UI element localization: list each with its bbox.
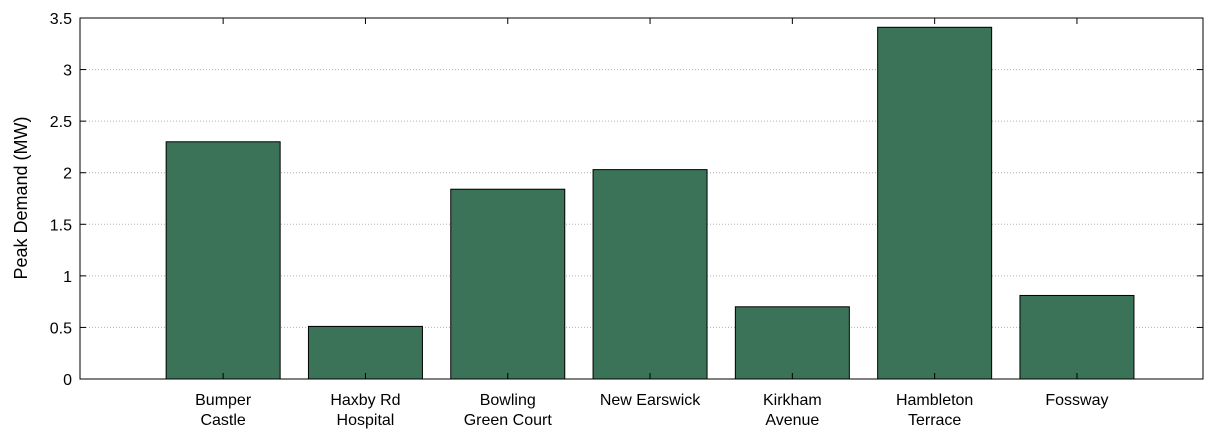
x-tick-label: Hambleton Terrace (896, 392, 973, 429)
bar (1020, 295, 1134, 379)
x-tick-label-line: New Earswick (600, 392, 701, 409)
bar (451, 189, 565, 379)
y-tick-label: 0.5 (50, 320, 72, 337)
y-axis-label: Peak Demand (MW) (11, 116, 31, 279)
x-tick-label: Bumper Castle (195, 392, 252, 429)
x-tick-label: Haxby Rd Hospital (330, 392, 400, 429)
x-tick-label: Fossway (1045, 392, 1108, 409)
x-tick-label-line: Castle (200, 412, 245, 429)
y-tick-label: 0 (63, 372, 72, 389)
y-tick-label: 2 (63, 166, 72, 183)
x-tick-label: Kirkham Avenue (763, 392, 822, 429)
y-axis-tick-labels: 0 0.5 1 1.5 2 2.5 3 3.5 (50, 11, 72, 389)
x-tick-label-line: Fossway (1045, 392, 1108, 409)
bar (166, 142, 280, 379)
y-tick-label: 1.5 (50, 217, 72, 234)
x-tick-label-line: Haxby Rd (330, 392, 400, 409)
x-tick-label-line: Bumper (195, 392, 252, 409)
x-tick-label-line: Green Court (464, 412, 553, 429)
x-tick-label-line: Avenue (765, 412, 819, 429)
bars (166, 27, 1134, 379)
bar (593, 170, 707, 379)
bar (308, 326, 422, 379)
x-tick-label-line: Terrace (908, 412, 961, 429)
x-tick-label: New Earswick (600, 392, 701, 409)
y-tick-label: 3 (63, 63, 72, 80)
x-tick-label-line: Kirkham (763, 392, 822, 409)
y-tick-label: 3.5 (50, 11, 72, 28)
x-tick-label-line: Hospital (337, 412, 395, 429)
y-tick-label: 1 (63, 269, 72, 286)
x-tick-label-line: Hambleton (896, 392, 973, 409)
x-tick-label: Bowling Green Court (464, 392, 553, 429)
y-tick-label: 2.5 (50, 114, 72, 131)
bar (735, 307, 849, 379)
x-tick-label-line: Bowling (480, 392, 536, 409)
bar (878, 27, 992, 379)
x-axis-tick-labels: Bumper Castle Haxby Rd Hospital Bowling Green… (195, 392, 1108, 429)
